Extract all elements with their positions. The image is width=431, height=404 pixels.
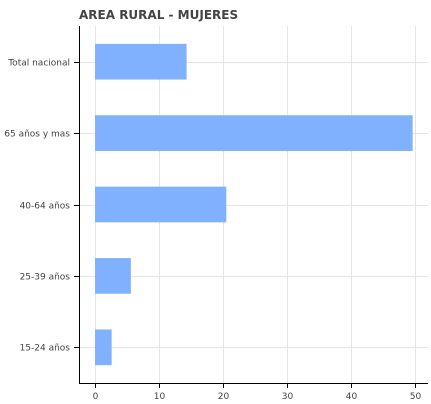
bar-2 bbox=[95, 186, 227, 223]
bar-1 bbox=[95, 115, 413, 151]
x-tick-label-3: 30 bbox=[282, 392, 294, 402]
y-tick-label-4: 15-24 años bbox=[20, 344, 71, 354]
chart-title: AREA RURAL - MUJERES bbox=[79, 8, 238, 22]
bar-0 bbox=[95, 43, 187, 80]
bars bbox=[95, 43, 413, 366]
x-tick-label-4: 40 bbox=[346, 392, 358, 402]
x-tick-label-2: 20 bbox=[218, 392, 230, 402]
y-tick-label-0: Total nacional bbox=[7, 59, 70, 69]
bar-3 bbox=[95, 258, 131, 294]
y-tick-label-2: 40-64 años bbox=[20, 202, 71, 212]
axes: Total nacional 65 años y mas 40-64 años 25-… bbox=[4, 26, 428, 402]
x-tick-label-5: 50 bbox=[410, 392, 422, 402]
y-tick-label-1: 65 años y mas bbox=[4, 130, 70, 140]
x-tick-label-0: 0 bbox=[93, 392, 99, 402]
x-tick-label-1: 10 bbox=[154, 392, 166, 402]
y-tick-label-3: 25-39 años bbox=[20, 273, 71, 283]
bar-4 bbox=[95, 329, 112, 366]
